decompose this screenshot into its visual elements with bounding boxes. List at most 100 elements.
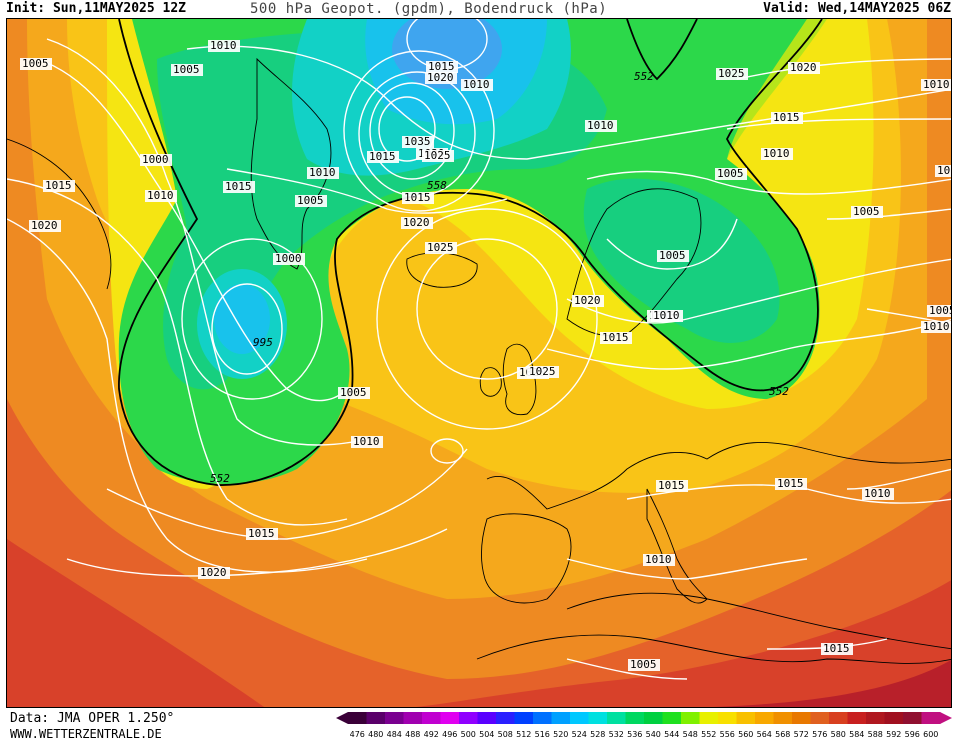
map-canvas: 1005 1010 1005 1000 1015 1010 1020 1015 1010 1005… xyxy=(6,18,952,708)
map-title: 500 hPa Geopot. (gpdm), Bodendruck (hPa) xyxy=(250,1,608,17)
coast-africa xyxy=(476,634,951,664)
field-cyan-low xyxy=(214,284,270,354)
coast-canada xyxy=(7,138,112,290)
isobar-label-text: 1015 xyxy=(602,331,629,344)
coast-iberia xyxy=(480,513,572,604)
scale-label: 572 xyxy=(794,730,809,739)
isobar-high-atlantic-1025 xyxy=(416,238,558,380)
isobar-label: 1000 xyxy=(140,153,172,166)
isobar-label-text: 1010 xyxy=(645,553,672,566)
isobar-label: 1005 xyxy=(851,205,883,218)
scale-swatch xyxy=(792,712,811,724)
isobar-label-text: 1025 xyxy=(529,365,556,378)
isobar-label: 1010 xyxy=(921,78,951,91)
isobar-label-text: 1035 xyxy=(404,135,431,148)
isobar-label: 1015 xyxy=(43,179,75,192)
scale-swatch xyxy=(903,712,922,724)
scale-label: 576 xyxy=(812,730,827,739)
scale-label: 532 xyxy=(609,730,624,739)
scale-label: 564 xyxy=(757,730,772,739)
scale-swatch xyxy=(385,712,404,724)
isobar-label-text: 1010 xyxy=(653,309,680,322)
isobar-label-text: 1010 xyxy=(923,78,950,91)
scale-swatch xyxy=(755,712,774,724)
isobar-1015-west xyxy=(7,178,348,526)
scale-label: 580 xyxy=(831,730,846,739)
scale-label: 524 xyxy=(572,730,587,739)
scale-swatch xyxy=(718,712,737,724)
isobar-label-text: 1005 xyxy=(853,205,880,218)
isobar-label-text: 1010 xyxy=(463,78,490,91)
isobar-label-text: 1015 xyxy=(773,111,800,124)
scale-arrow-right xyxy=(940,712,952,724)
isobar-label: 552 xyxy=(769,385,789,398)
isobar-label-text: 1020 xyxy=(200,566,227,579)
isobar-1010-west xyxy=(46,38,368,446)
isobar-label: 1010 xyxy=(921,320,951,333)
isobar-label: 1015 xyxy=(367,150,399,163)
isobar-label: 1005 xyxy=(20,57,52,70)
scale-swatch xyxy=(829,712,848,724)
scale-swatch xyxy=(348,712,367,724)
scale-swatch xyxy=(884,712,904,724)
scale-swatch xyxy=(866,712,885,724)
scale-swatch xyxy=(533,712,552,724)
isobar-label: 1035 xyxy=(402,135,434,148)
isobar-label: 1015 xyxy=(775,477,807,490)
scale-label: 520 xyxy=(553,730,568,739)
scale-swatch xyxy=(459,712,478,724)
isobar-label: 558 xyxy=(427,179,447,192)
isobar-label-text: 1015 xyxy=(369,150,396,163)
scale-label: 560 xyxy=(738,730,753,739)
isobar-1010-scand xyxy=(566,258,951,324)
isobar-label: 1005 xyxy=(927,304,951,317)
isobar-label-text: 1005 xyxy=(297,194,324,207)
isobar-label-text: 1025 xyxy=(427,241,454,254)
isobar-1015-north xyxy=(226,168,508,214)
isobar-label-text: 1015 xyxy=(777,477,804,490)
scale-label: 476 xyxy=(350,730,365,739)
scale-label: 484 xyxy=(387,730,402,739)
isobar-label-text: 1010 xyxy=(587,119,614,132)
isobar-1020-west xyxy=(7,218,368,573)
isobar-label-text: 1010 xyxy=(353,435,380,448)
scale-swatch xyxy=(921,712,941,724)
isobar-label: 1015 xyxy=(600,331,632,344)
scale-swatch xyxy=(496,712,515,724)
scale-swatch xyxy=(699,712,719,724)
scale-swatch xyxy=(662,712,682,724)
isobar-small-ring xyxy=(430,438,464,464)
scale-label: 544 xyxy=(664,730,679,739)
isobar-label-text: 1015 xyxy=(823,642,850,655)
scale-label: 508 xyxy=(498,730,513,739)
isobar-label: 1005 xyxy=(628,658,660,671)
scale-label: 592 xyxy=(886,730,901,739)
isobar-label: 1020 xyxy=(198,566,230,579)
scale-label: 596 xyxy=(905,730,920,739)
isobar-label-text: 1015 xyxy=(225,180,252,193)
coast-europe xyxy=(486,442,951,510)
isobar-label: 1020 xyxy=(401,216,433,229)
isobars xyxy=(7,19,951,680)
isobar-label-text: 1005 xyxy=(937,164,952,177)
isobar-1005-africa xyxy=(566,658,688,680)
isobar-label: 1010 xyxy=(643,553,675,566)
map-svg: 1005101010051000101510101020101510101005… xyxy=(7,19,952,707)
coast-greenland xyxy=(250,57,332,270)
isobar-label: 1015 xyxy=(771,111,803,124)
isobar-label-text: 1000 xyxy=(142,153,169,166)
coast-britain xyxy=(502,343,537,416)
isobar-label: 1010 xyxy=(651,309,683,322)
isobar-label: 1015 xyxy=(656,479,688,492)
isobar-label-text: 1015 xyxy=(428,60,455,73)
scale-swatch xyxy=(366,712,386,724)
coast-med xyxy=(566,592,951,650)
isobar-1015-europe xyxy=(546,318,951,370)
isobar-label-text: 1020 xyxy=(427,71,454,84)
scale-swatch xyxy=(773,712,793,724)
scale-swatch xyxy=(514,712,534,724)
scale-label: 540 xyxy=(646,730,661,739)
isobar-label: 1020 xyxy=(572,294,604,307)
isobar-1020-sw xyxy=(66,528,448,577)
